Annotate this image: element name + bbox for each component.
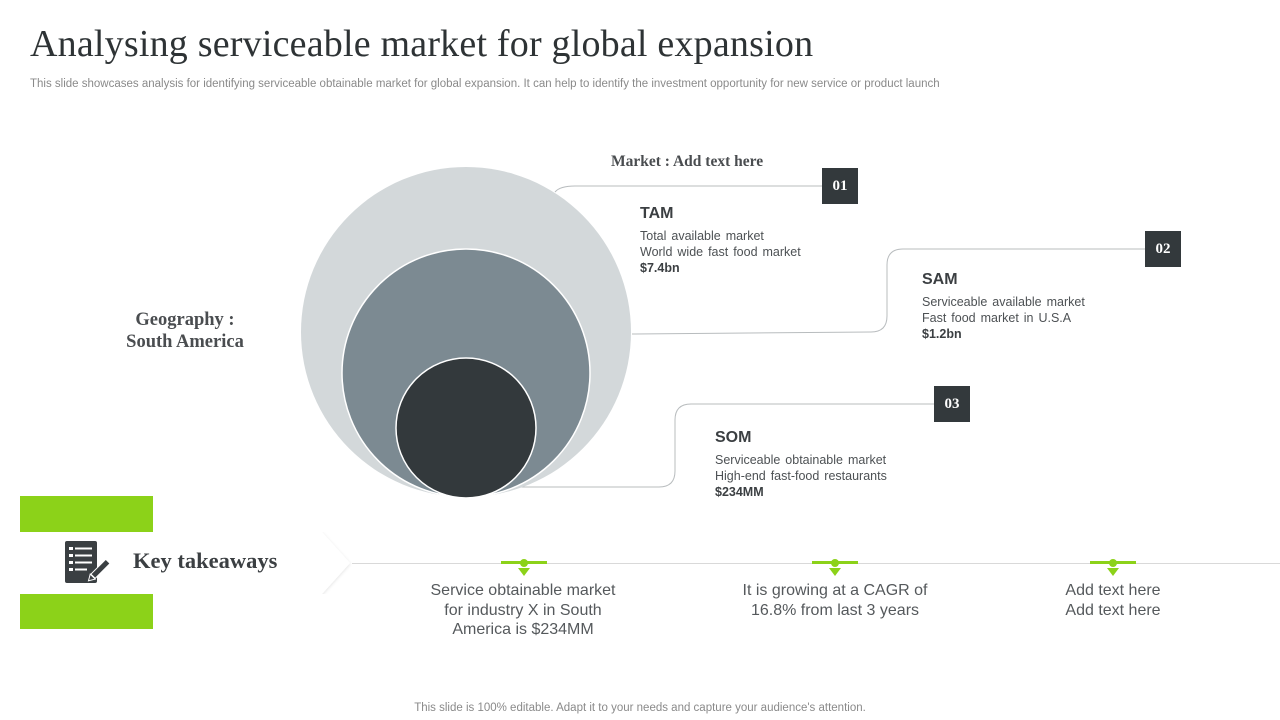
tam-line-1: Total available market	[640, 229, 764, 243]
som-connector-line	[520, 403, 934, 488]
tam-value: $7.4bn	[640, 261, 680, 275]
page-subtitle: This slide showcases analysis for identi…	[30, 78, 940, 90]
som-line-1: Serviceable obtainable market	[715, 453, 887, 467]
som-circle	[395, 357, 537, 499]
geography-label: Geography : South America	[100, 309, 270, 353]
sam-name: SAM	[922, 271, 958, 288]
takeaway-marker-3	[1090, 559, 1136, 576]
geography-value: South America	[126, 332, 244, 352]
footer-note: This slide is 100% editable. Adapt it to…	[414, 702, 866, 714]
geography-heading: Geography :	[135, 310, 235, 330]
som-name: SOM	[715, 429, 752, 446]
som-value: $234MM	[715, 485, 764, 499]
sam-description: SAM Serviceable available market Fast fo…	[922, 271, 1085, 342]
sam-connector-line	[631, 248, 1146, 335]
takeaway-3-line-2: Add text here	[1065, 601, 1161, 619]
sam-line-2: Fast food market in U.S.A	[922, 311, 1072, 325]
page-title: Analysing serviceable market for global …	[30, 23, 814, 65]
tam-connector-line	[554, 185, 823, 193]
som-description: SOM Serviceable obtainable market High-e…	[715, 429, 887, 500]
takeaway-item-1: Service obtainable market for industry X…	[413, 581, 633, 640]
sam-value: $1.2bn	[922, 327, 962, 341]
market-label: Market : Add text here	[611, 153, 764, 170]
accent-bar-top	[20, 496, 153, 532]
takeaway-3-line-1: Add text here	[1065, 582, 1161, 599]
takeaway-marker-2	[812, 559, 858, 576]
accent-bar-bottom	[20, 594, 153, 629]
tam-number-badge: 01	[822, 168, 858, 204]
takeaway-1-line-2: for industry X in South	[444, 601, 602, 619]
takeaway-2-line-1: It is growing at a CAGR of	[742, 582, 928, 599]
checklist-pencil-icon	[65, 541, 110, 583]
takeaway-item-3: Add text here Add text here	[1003, 581, 1223, 620]
tam-description: TAM Total available market World wide fa…	[640, 205, 801, 276]
som-line-2: High-end fast-food restaurants	[715, 469, 887, 483]
takeaway-2-line-2: 16.8% from last 3 years	[750, 601, 920, 619]
takeaway-item-2: It is growing at a CAGR of 16.8% from la…	[725, 581, 945, 620]
tam-name: TAM	[640, 205, 674, 222]
sam-number-badge: 02	[1145, 231, 1181, 267]
takeaway-1-line-1: Service obtainable market	[430, 582, 616, 599]
key-takeaways-heading: Key takeaways	[133, 548, 278, 573]
sam-line-1: Serviceable available market	[922, 295, 1085, 309]
tam-line-2: World wide fast food market	[640, 245, 801, 259]
som-number-badge: 03	[934, 386, 970, 422]
takeaway-1-line-3: America is $234MM	[452, 621, 594, 638]
takeaway-marker-1	[501, 559, 547, 576]
